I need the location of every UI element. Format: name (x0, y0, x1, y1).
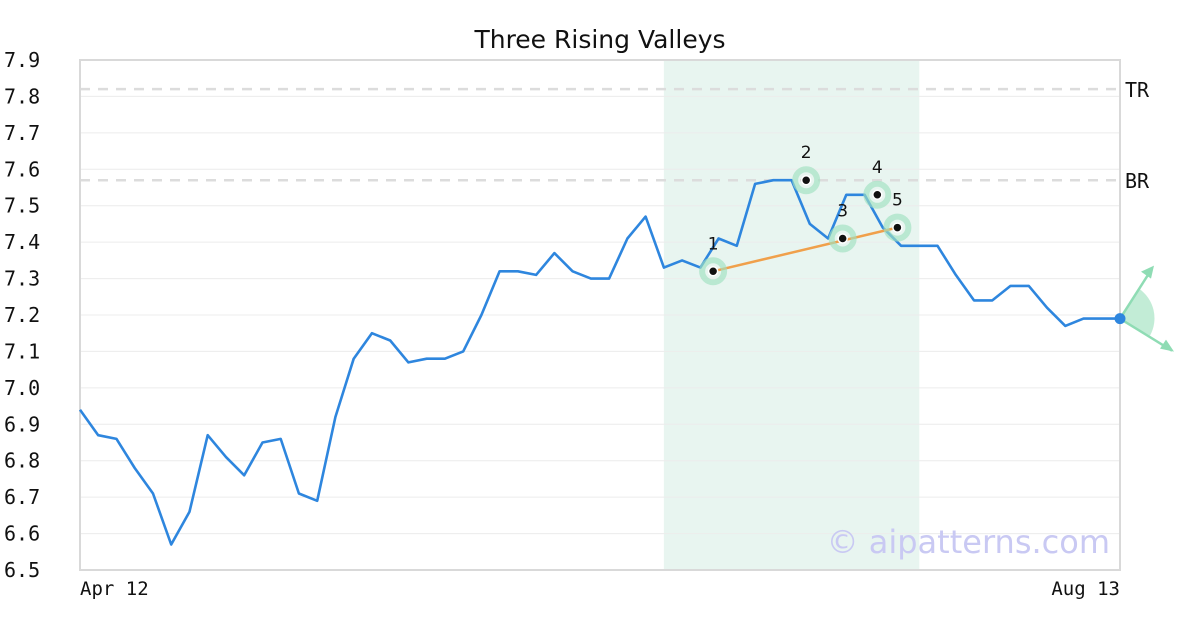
y-tick-label: 7.2 (4, 303, 40, 327)
pattern-point-halo (863, 180, 892, 209)
pattern-markers: 1 2 3 45 (699, 143, 912, 286)
projection-arrowhead-down (1160, 339, 1174, 352)
pattern-point-halo (883, 213, 912, 242)
y-tick-label: 7.5 (4, 194, 40, 218)
y-tick-label: 7.6 (4, 157, 40, 181)
pattern-point-label: 2 (801, 143, 812, 163)
projection-sector (1120, 288, 1155, 336)
y-tick-label: 6.9 (4, 412, 40, 436)
pattern-point-label: 3 (837, 202, 848, 222)
pattern-point-halo (828, 224, 857, 253)
reference-line-label: TR (1125, 78, 1150, 102)
pattern-point-label: 1 (708, 234, 719, 254)
pattern-point (707, 266, 719, 277)
y-tick-label: 7.7 (4, 121, 40, 145)
y-tick-label: 6.6 (4, 522, 40, 546)
y-tick-label: 6.7 (4, 485, 40, 509)
y-tick-label: 6.8 (4, 449, 40, 473)
gridlines (80, 59, 1120, 571)
y-tick-label: 7.4 (4, 230, 40, 254)
series-line (78, 178, 1120, 546)
pattern-point (892, 222, 903, 233)
y-tick-label: 6.5 (4, 558, 40, 582)
x-tick-label: Apr 12 (80, 578, 149, 600)
y-tick-label: 7.8 (4, 84, 40, 108)
chart-title: Three Rising Valleys (473, 25, 725, 54)
projection-arrows (1114, 265, 1174, 352)
y-tick-label: 7.9 (4, 48, 40, 72)
reference-lines: TR BR (80, 78, 1150, 193)
projection-arrowhead-up (1141, 265, 1154, 279)
pattern-point (800, 174, 812, 186)
y-axis-ticks: 6.5 6.6 6.7 6.8 6.9 7.0 7.1 7.2 7.3 7.4 7.5 7.6 7.7 7… (4, 48, 40, 582)
projection-origin-point (1114, 313, 1126, 325)
pattern-point-halo (699, 257, 728, 286)
trend-line (712, 226, 898, 273)
pattern-point (837, 233, 848, 244)
y-tick-label: 7.1 (4, 339, 40, 363)
reference-line-label: BR (1125, 169, 1150, 193)
projection-arrow-up (1118, 267, 1154, 320)
y-tick-label: 7.0 (4, 376, 40, 400)
price-series (78, 178, 1120, 546)
pattern-point-label: 4 (872, 158, 883, 178)
x-axis-ticks: Apr 12 Aug 13 (80, 578, 1120, 600)
x-tick-label: Aug 13 (1051, 578, 1120, 600)
pattern-point-label: 5 (892, 191, 903, 211)
pattern-point (872, 189, 883, 201)
pattern-point-halo (792, 166, 821, 195)
watermark: © aipatterns.com (827, 523, 1110, 561)
y-tick-label: 7.3 (4, 267, 40, 291)
